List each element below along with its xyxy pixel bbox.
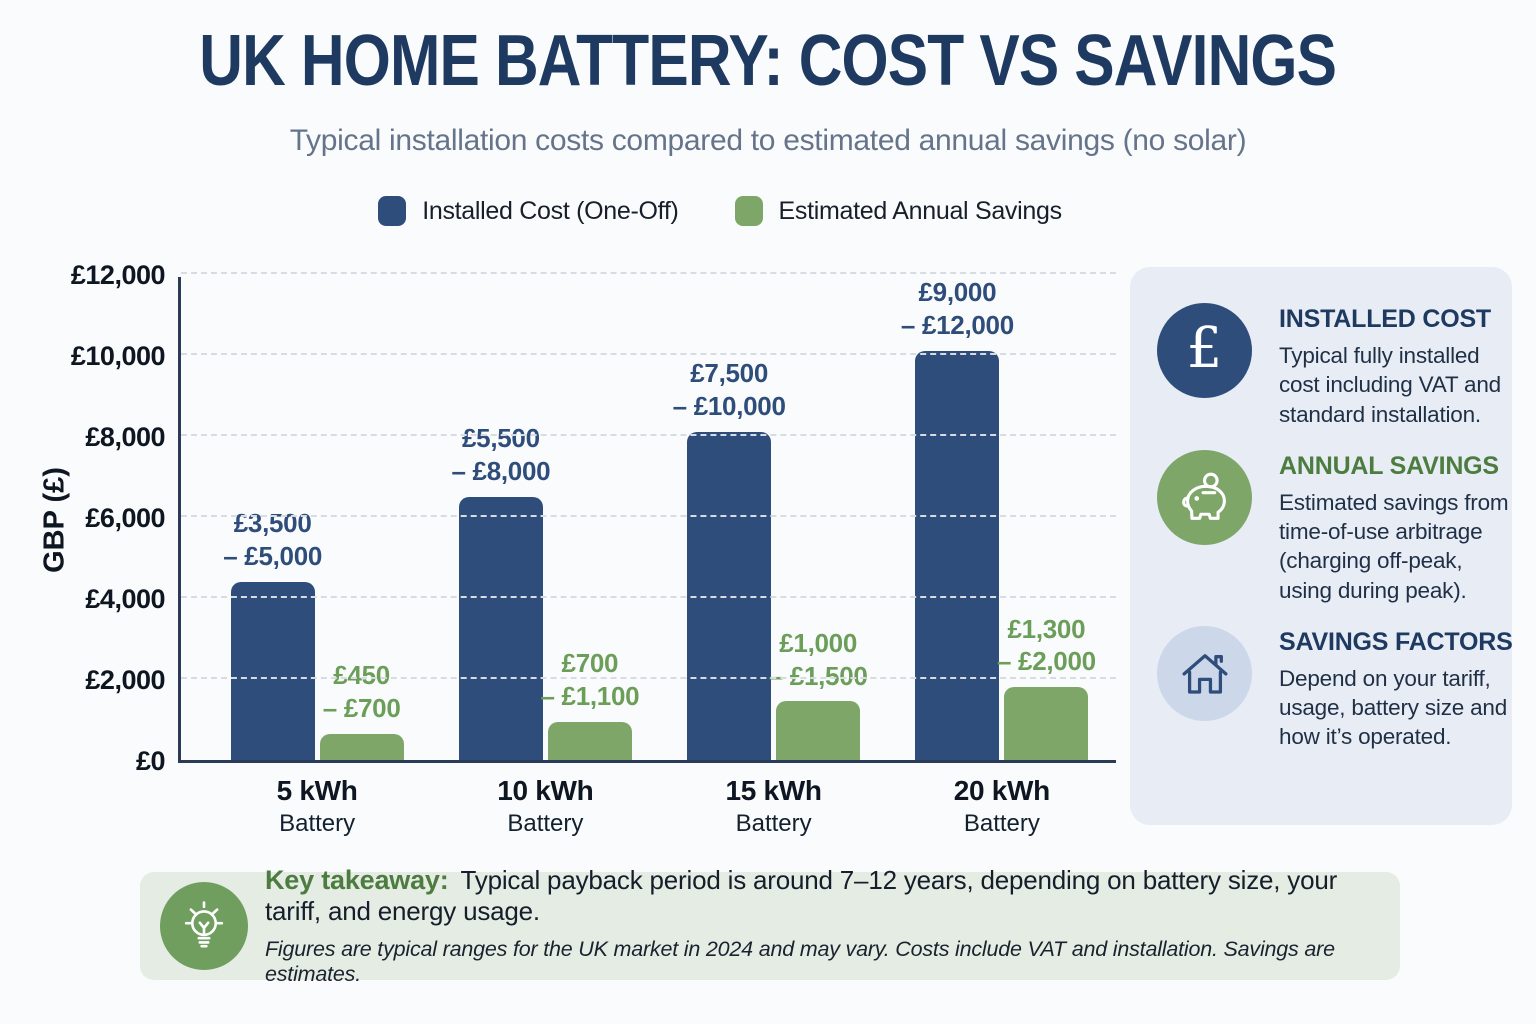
bar-value-label: £7,500– £10,000 bbox=[673, 357, 786, 423]
x-category-word: Battery bbox=[279, 810, 356, 837]
bar-value-line: – £1,500 bbox=[768, 660, 868, 691]
bar-group: £7,500– £10,000 £1,000– £1,500 bbox=[660, 358, 888, 760]
y-tick-label: £6,000 bbox=[85, 503, 165, 533]
bar-value-line: – £10,000 bbox=[672, 391, 786, 422]
bar-group: £9,000– £12,000 £1,300– £2,000 bbox=[888, 277, 1116, 760]
plot-area: £3,500– £5,000 £450– £700 £5,500– £8,000 £7… bbox=[71, 260, 1116, 837]
takeaway-heading: Key takeaway: bbox=[265, 865, 449, 895]
x-category-size: 20 kWh bbox=[953, 775, 1051, 806]
y-tick-label: £10,000 bbox=[70, 341, 166, 371]
x-category-size: 10 kWh bbox=[497, 775, 594, 806]
bar-value-line: – £2,000 bbox=[996, 646, 1096, 677]
bar-value-label: £450– £700 bbox=[323, 659, 401, 725]
cost-swatch-icon bbox=[378, 196, 407, 226]
x-category-size: 15 kWh bbox=[725, 775, 823, 806]
bar-value-label: £9,000– £12,000 bbox=[901, 276, 1014, 342]
bar-value-line: £5,500 bbox=[462, 423, 540, 454]
legend-label-savings: Estimated Annual Savings bbox=[778, 196, 1063, 225]
sidebar-text-savings-factors: SAVINGS FACTORS Depend on your tariff, u… bbox=[1279, 626, 1517, 752]
bar-value-line: – £700 bbox=[322, 692, 401, 723]
y-tick-label: £4,000 bbox=[85, 584, 165, 614]
bar-value-line: £1,300 bbox=[1007, 613, 1086, 644]
x-category-word: Battery bbox=[735, 810, 812, 837]
x-category-label: 20 kWh Battery bbox=[888, 775, 1116, 838]
bar-value-label: £700– £1,100 bbox=[540, 647, 639, 713]
header: UK HOME BATTERY: COST VS SAVINGS bbox=[0, 21, 1536, 101]
key-takeaway-panel: Key takeaway: Typical payback period is a… bbox=[140, 865, 1400, 986]
x-category-label: 5 kWh Battery bbox=[203, 775, 431, 838]
sidebar-text-installed-cost: INSTALLED COST Typical fully installed c… bbox=[1279, 303, 1517, 429]
gridline bbox=[181, 434, 1116, 436]
pound-sterling-icon: £ bbox=[1157, 303, 1252, 398]
info-sidebar: £ INSTALLED COST Typical fully installed… bbox=[1130, 267, 1513, 825]
savings-swatch-icon bbox=[734, 196, 763, 226]
bar-group: £3,500– £5,000 £450– £700 bbox=[203, 508, 431, 760]
bar-group: £5,500– £8,000 £700– £1,100 bbox=[431, 423, 659, 760]
bar-value-label: £3,500– £5,000 bbox=[223, 507, 322, 573]
gridline bbox=[181, 596, 1116, 598]
bar-value-line: £9,000 bbox=[918, 277, 997, 308]
sidebar-item-installed-cost: £ INSTALLED COST Typical fully installed… bbox=[1157, 303, 1501, 429]
sidebar-body-installed-cost: Typical fully installed cost including V… bbox=[1279, 343, 1501, 427]
bar-value-label: £1,000– £1,500 bbox=[769, 627, 868, 693]
sidebar-body-annual-savings: Estimated savings from time-of-use arbit… bbox=[1279, 489, 1509, 603]
lightbulb-icon bbox=[160, 882, 248, 970]
sidebar-title-annual-savings: ANNUAL SAVINGS bbox=[1279, 451, 1499, 480]
y-tick-label: £0 bbox=[135, 746, 166, 776]
page-title: UK HOME BATTERY: COST VS SAVINGS bbox=[199, 21, 1338, 101]
cost-bar: £3,500– £5,000 bbox=[223, 508, 322, 760]
legend-item-savings: Estimated Annual Savings bbox=[734, 196, 1063, 226]
x-category-label: 10 kWh Battery bbox=[431, 775, 659, 838]
bar-value-line: £700 bbox=[561, 648, 619, 678]
bar-value-label: £1,300– £2,000 bbox=[997, 613, 1096, 679]
legend-label-cost: Installed Cost (One-Off) bbox=[422, 196, 679, 225]
y-tick-label: £2,000 bbox=[85, 665, 165, 695]
x-axis-labels: 5 kWh Battery 10 kWh Battery 15 kWh Battery 20… bbox=[203, 775, 1116, 838]
bar-value-line: £1,000 bbox=[779, 627, 857, 658]
y-tick-label: £12,000 bbox=[70, 260, 166, 290]
page-subtitle: Typical installation costs compared to e… bbox=[289, 124, 1247, 157]
bar-value-line: – £1,100 bbox=[540, 680, 640, 711]
sidebar-item-savings-factors: SAVINGS FACTORS Depend on your tariff, u… bbox=[1157, 625, 1513, 752]
savings-bar: £1,300– £2,000 bbox=[997, 614, 1096, 760]
sidebar-title-installed-cost: INSTALLED COST bbox=[1279, 305, 1492, 333]
gridline bbox=[181, 677, 1116, 679]
takeaway-footnote: Figures are typical ranges for the UK ma… bbox=[265, 937, 1335, 986]
x-category-label: 15 kWh Battery bbox=[660, 775, 888, 838]
bar-value-line: – £8,000 bbox=[451, 455, 551, 486]
sidebar-item-annual-savings: ANNUAL SAVINGS Estimated savings from ti… bbox=[1157, 449, 1509, 605]
gridline bbox=[181, 272, 1116, 274]
savings-bar: £450– £700 bbox=[319, 660, 404, 760]
sidebar-text-annual-savings: ANNUAL SAVINGS Estimated savings from ti… bbox=[1279, 450, 1517, 605]
gridline bbox=[181, 515, 1116, 517]
x-category-word: Battery bbox=[963, 810, 1040, 837]
cost-bar: £7,500– £10,000 bbox=[673, 358, 786, 760]
chart-legend: Installed Cost (One-Off) Estimated Annua… bbox=[0, 196, 1440, 226]
takeaway-text: Typical payback period is around 7–12 ye… bbox=[265, 865, 1338, 926]
bar-value-label: £5,500– £8,000 bbox=[451, 422, 550, 488]
takeaway-line: Key takeaway: Typical payback period is a… bbox=[265, 865, 1376, 927]
house-icon bbox=[1157, 625, 1252, 721]
bar-value-line: – £12,000 bbox=[900, 310, 1014, 341]
y-tick-label: £8,000 bbox=[85, 422, 165, 452]
savings-bar: £1,000– £1,500 bbox=[769, 628, 868, 760]
cost-bar: £5,500– £8,000 bbox=[451, 423, 551, 760]
takeaway-text-block: Key takeaway: Typical payback period is a… bbox=[265, 865, 1376, 987]
savings-bar: £700– £1,100 bbox=[540, 648, 640, 760]
bar-value-line: – £5,000 bbox=[223, 541, 323, 572]
x-category-word: Battery bbox=[507, 810, 584, 837]
sidebar-body-savings-factors: Depend on your tariff, usage, battery si… bbox=[1279, 665, 1508, 750]
bar-value-line: £7,500 bbox=[690, 358, 768, 389]
sidebar-title-savings-factors: SAVINGS FACTORS bbox=[1279, 627, 1513, 656]
cost-bar: £9,000– £12,000 bbox=[901, 277, 1014, 760]
x-category-size: 5 kWh bbox=[276, 775, 358, 806]
legend-item-cost: Installed Cost (One-Off) bbox=[378, 196, 679, 226]
bars-row: £3,500– £5,000 £450– £700 £5,500– £8,000 £7… bbox=[203, 277, 1116, 760]
bar-value-line: £3,500 bbox=[233, 508, 312, 539]
bar-value-line: £450 bbox=[333, 660, 390, 691]
piggy-bank-icon bbox=[1157, 449, 1252, 545]
gridline bbox=[181, 353, 1116, 355]
